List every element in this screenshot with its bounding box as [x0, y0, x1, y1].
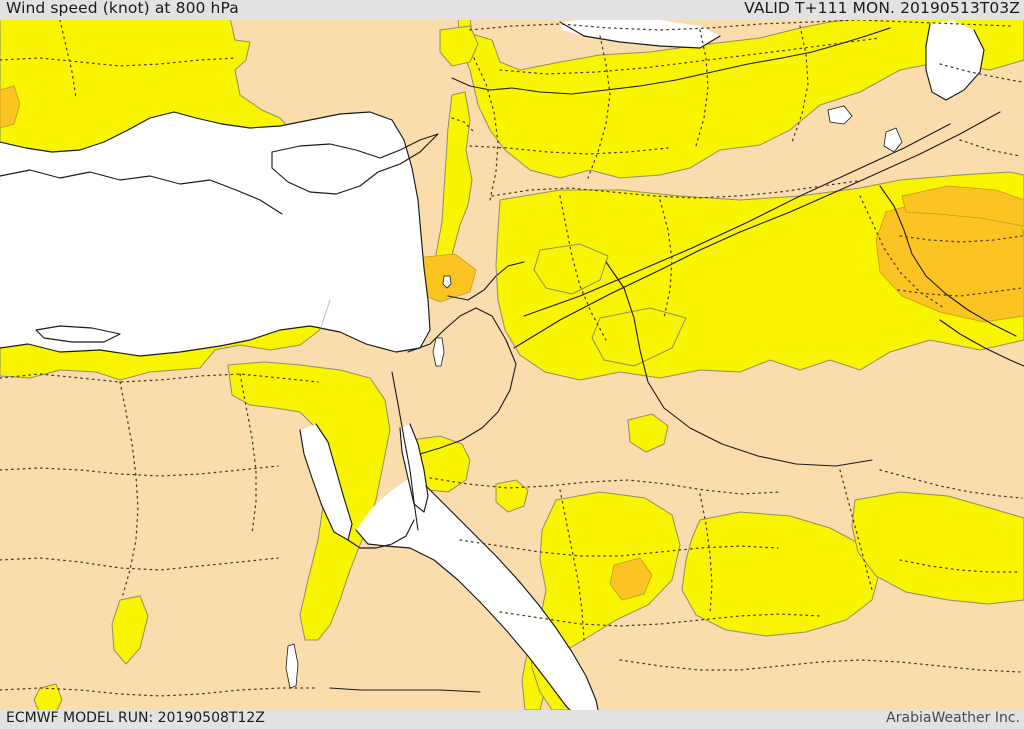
model-run-label: ECMWF MODEL RUN: 20190508T12Z [6, 710, 265, 726]
page-title: Wind speed (knot) at 800 hPa [6, 0, 239, 17]
provider-credit: ArabiaWeather Inc. [886, 710, 1020, 726]
border-dotted-layer [0, 19, 1023, 697]
sea-mask [0, 18, 984, 724]
inland-water-layer [285, 105, 903, 689]
coastline-layer [0, 21, 1024, 725]
valid-time-label: VALID T+111 MON. 20190513T03Z [744, 0, 1020, 17]
header-bar: Wind speed (knot) at 800 hPa VALID T+111… [0, 0, 1024, 20]
contour-fill-strong [0, 85, 1024, 601]
contour-outline-layer [239, 229, 767, 637]
footer-bar: ECMWF MODEL RUN: 20190508T12Z ArabiaWeat… [0, 710, 1024, 729]
border-solid-layer [329, 27, 1017, 693]
